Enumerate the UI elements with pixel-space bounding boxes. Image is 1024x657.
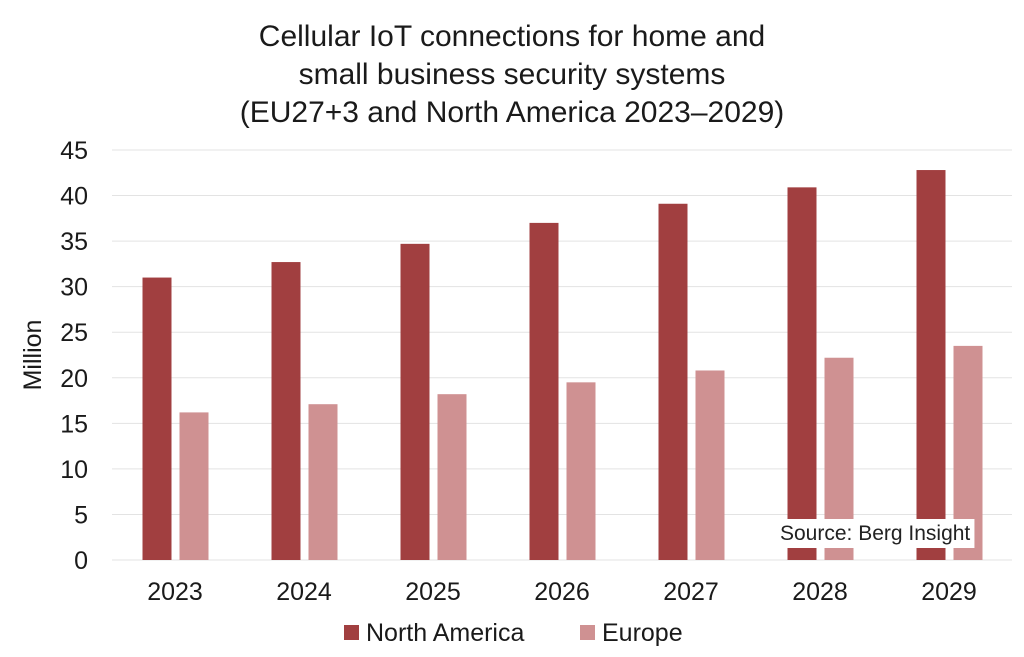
x-tick-label: 2028 bbox=[792, 578, 848, 606]
legend: North America Europe bbox=[344, 619, 683, 647]
bar-north-america-2023 bbox=[142, 277, 172, 560]
bar-europe-2025 bbox=[437, 394, 467, 560]
legend-label: Europe bbox=[602, 619, 683, 647]
x-tick-label: 2024 bbox=[276, 578, 332, 606]
bar-europe-2026 bbox=[566, 382, 596, 560]
bars bbox=[142, 170, 983, 561]
x-tick-label: 2026 bbox=[534, 578, 590, 606]
bar-north-america-2029 bbox=[916, 170, 946, 561]
y-tick-label: 35 bbox=[60, 228, 88, 256]
x-axis-ticks: 2023 2024 2025 2026 2027 2028 2029 bbox=[147, 578, 977, 606]
chart-title-line: small business security systems bbox=[299, 58, 726, 91]
bar-europe-2024 bbox=[308, 404, 338, 560]
legend-swatch-europe bbox=[580, 625, 595, 640]
chart-title-line: (EU27+3 and North America 2023–2029) bbox=[240, 96, 785, 129]
y-tick-label: 30 bbox=[60, 274, 88, 302]
y-axis-ticks: 0 5 10 15 20 25 30 35 40 45 bbox=[60, 137, 88, 575]
legend-label: North America bbox=[366, 619, 524, 647]
x-tick-label: 2023 bbox=[147, 578, 203, 606]
y-tick-label: 10 bbox=[60, 456, 88, 484]
gridlines bbox=[112, 149, 1012, 561]
bar-europe-2023 bbox=[179, 412, 209, 560]
bar-north-america-2028 bbox=[787, 187, 817, 560]
y-axis-label: Million bbox=[19, 320, 47, 391]
chart-title: Cellular IoT connections for home and sma… bbox=[240, 20, 785, 129]
y-tick-label: 45 bbox=[60, 137, 88, 165]
x-tick-label: 2027 bbox=[663, 578, 719, 606]
y-tick-label: 25 bbox=[60, 319, 88, 347]
bar-north-america-2027 bbox=[658, 203, 688, 560]
y-tick-label: 40 bbox=[60, 183, 88, 211]
bar-north-america-2026 bbox=[529, 222, 559, 560]
x-tick-label: 2029 bbox=[921, 578, 977, 606]
y-tick-label: 15 bbox=[60, 410, 88, 438]
y-tick-label: 20 bbox=[60, 365, 88, 393]
y-tick-label: 0 bbox=[74, 547, 88, 575]
chart-title-line: Cellular IoT connections for home and bbox=[259, 20, 765, 53]
source-annotation: Source: Berg Insight bbox=[780, 522, 970, 545]
bar-north-america-2025 bbox=[400, 243, 430, 560]
x-tick-label: 2025 bbox=[405, 578, 461, 606]
bar-north-america-2024 bbox=[271, 262, 301, 560]
source-annotation-background bbox=[776, 519, 975, 548]
bar-europe-2027 bbox=[695, 370, 725, 560]
legend-swatch-north-america bbox=[344, 625, 359, 640]
y-tick-label: 5 bbox=[74, 501, 88, 529]
